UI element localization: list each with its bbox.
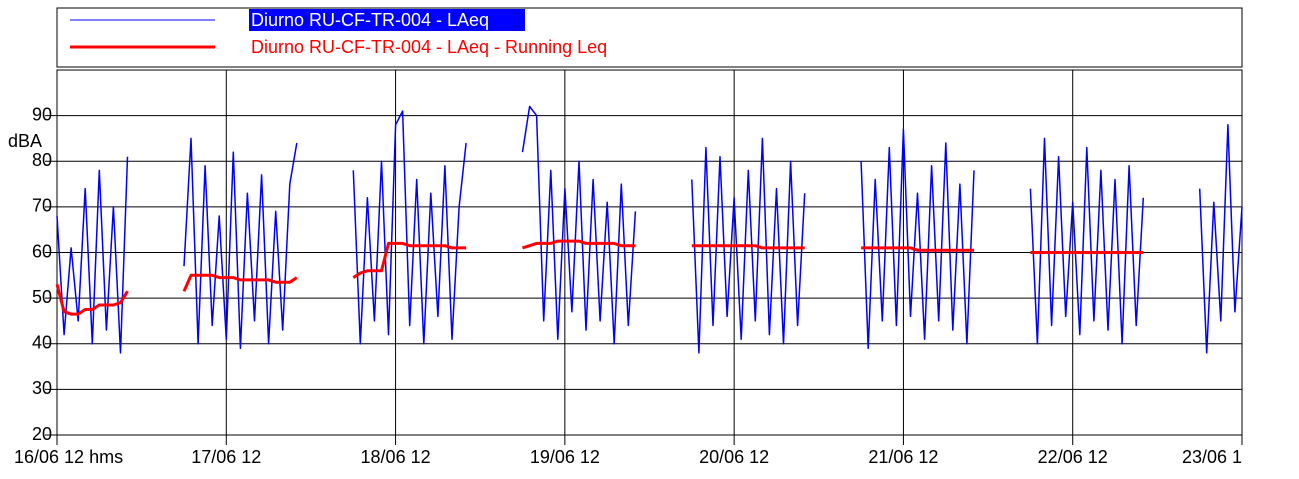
y-tick-label: 50 [32,287,52,307]
y-tick-label: 80 [32,150,52,170]
y-tick-label: 60 [32,241,52,261]
x-tick-label: 23/06 1 [1182,447,1242,467]
x-tick-label: 21/06 12 [868,447,938,467]
y-tick-label: 20 [32,424,52,444]
x-tick-label: 18/06 12 [361,447,431,467]
legend-label: Diurno RU-CF-TR-004 - LAeq - Running Leq [251,37,607,57]
y-tick-label: 90 [32,104,52,124]
legend-label: Diurno RU-CF-TR-004 - LAeq [251,10,489,30]
series-line [56,105,1243,354]
x-tick-label: 22/06 12 [1038,447,1108,467]
legend-box [56,7,1243,68]
y-tick-label: 40 [32,333,52,353]
x-tick-label: 17/06 12 [191,447,261,467]
y-axis-label: dBA [8,131,42,151]
x-tick-label: 16/06 12 hms [14,447,123,467]
x-tick-label: 20/06 12 [699,447,769,467]
y-tick-label: 30 [32,378,52,398]
x-tick-label: 19/06 12 [530,447,600,467]
y-tick-label: 70 [32,196,52,216]
series-line [55,239,1144,316]
legend-highlight [249,9,525,31]
